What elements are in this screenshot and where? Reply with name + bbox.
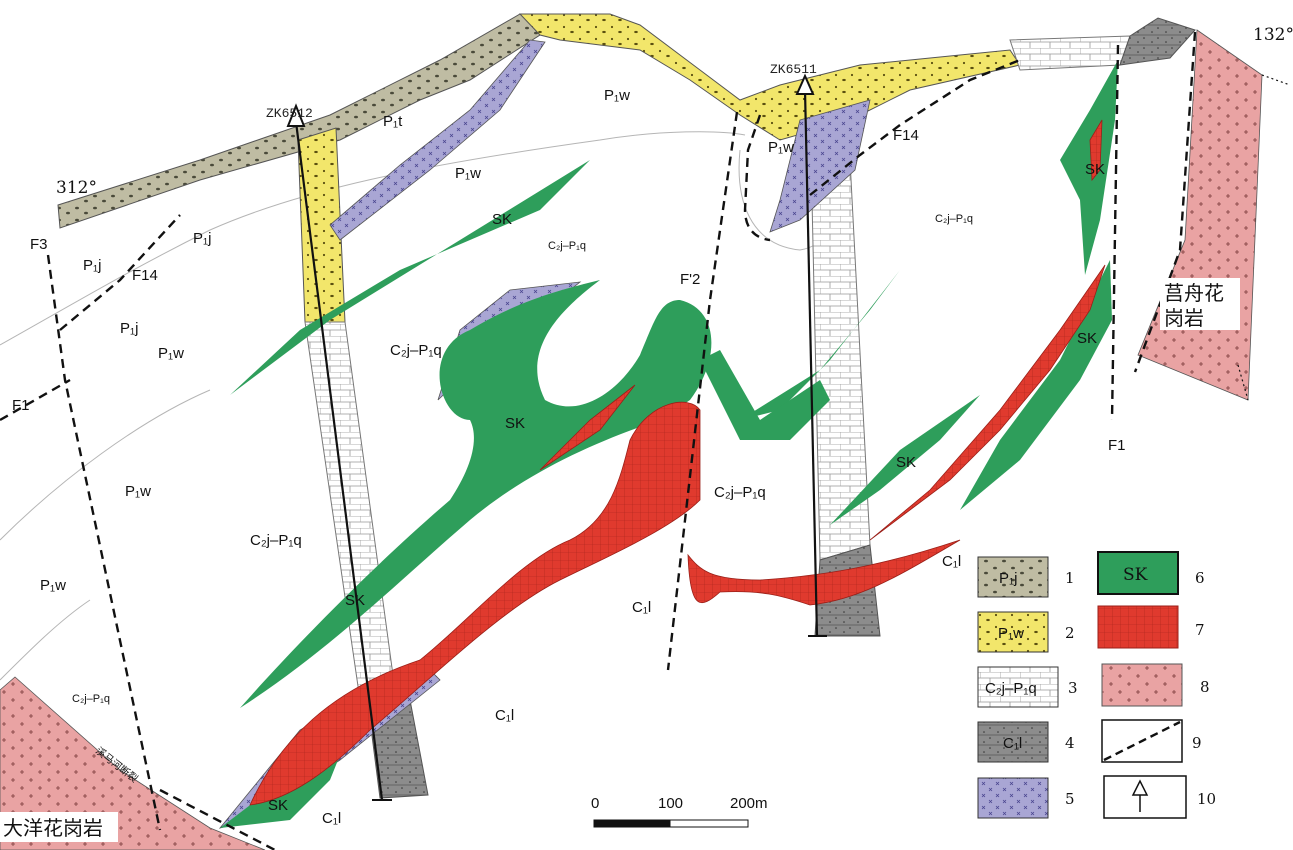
label-sk-right-mid: SK [1077, 330, 1097, 347]
legend-num-10: 10 [1197, 790, 1216, 808]
granite-left-label: 大洋花岗岩 [3, 816, 103, 840]
borehole-label-zk6511: ZK6511 [770, 62, 817, 77]
granite-right [1137, 29, 1263, 401]
legend-item-7: 7 [1097, 605, 1205, 649]
label-c2j-mid: C₂j–P₁q [390, 342, 442, 359]
borehole-label-zk6512: ZK6512 [266, 106, 313, 121]
label-p1w-upper: P₁w [455, 165, 481, 182]
legend-item-2: P₁w 2 [977, 611, 1075, 653]
legend-num-4: 4 [1065, 734, 1075, 752]
label-sk-upper: SK [492, 211, 512, 228]
scale-tick-100: 100 [658, 795, 683, 812]
fault-lines [0, 31, 1197, 850]
borehole-zk6512: ZK6512 [266, 103, 392, 801]
label-c2j-small-b: C₂j–P₁q [935, 213, 973, 225]
orebody-f2-base [687, 539, 961, 606]
porphyry-body-f14 [769, 99, 871, 233]
legend-item-9: 9 [1101, 719, 1202, 763]
label-sk-right-top: SK [1085, 161, 1105, 178]
label-p1t: P₁t [383, 113, 403, 130]
porphyry-dyke-upper [329, 39, 546, 241]
label-p1w-left-a: P₁w [158, 345, 184, 362]
unit-labels: P₁t P₁w P₁w P₁w P₁j P₁j P₁j P₁w P₁w P₁w … [40, 87, 1105, 827]
legend-label-1: P₁j [999, 570, 1017, 587]
label-p1j-a: P₁j [193, 230, 211, 247]
label-sk-right-low: SK [896, 454, 916, 471]
label-p1w-f14: P₁w [768, 139, 794, 156]
granite-right-label-box: 莒舟花 岗岩 [1160, 278, 1240, 330]
legend-label-6: SK [1123, 565, 1148, 585]
unit-p1w-band [518, 13, 1021, 141]
skarn-body-right-long [960, 260, 1112, 510]
skarn-body-upper [230, 160, 590, 395]
label-c2j-small-a: C₂j–P₁q [548, 240, 586, 252]
fault-dotted-extension [1237, 74, 1291, 401]
label-p1w-left-b: P₁w [125, 483, 151, 500]
label-c1l-bottom: C₁l [322, 810, 341, 827]
azimuth-right: 132° [1253, 25, 1293, 45]
label-c1l-low: C₁l [495, 707, 514, 724]
orebody-main [249, 401, 701, 806]
orebody-thin-right [869, 264, 1106, 541]
label-p1w-left-c: P₁w [40, 577, 66, 594]
label-c1l-right: C₁l [942, 553, 961, 570]
scale-tick-0: 0 [591, 795, 599, 812]
granite-left-label-box: 大洋花岗岩 [0, 812, 118, 842]
skarn-trough-f2 [700, 350, 830, 440]
scale-tick-200: 200m [730, 795, 768, 812]
label-sk-bottom: SK [268, 797, 288, 814]
label-p1w-top: P₁w [604, 87, 630, 104]
borehole-zk6511: ZK6511 [770, 62, 827, 637]
legend-item-8: 8 [1101, 663, 1210, 707]
azimuth-left: 312° [56, 178, 97, 198]
legend-item-10: 10 [1103, 775, 1216, 819]
skarn-body-right-dyke [1060, 60, 1118, 275]
label-sk-left: SK [345, 592, 365, 609]
scale-bar: 0 100 200m [591, 795, 768, 828]
label-c1l-mid: C₁l [632, 599, 651, 616]
legend-num-5: 5 [1065, 790, 1075, 808]
fault-label-f3: F3 [30, 236, 48, 253]
legend-num-1: 1 [1065, 569, 1075, 587]
unit-c1l-top-right [1119, 17, 1196, 66]
granite-left [0, 676, 266, 850]
orebody-right-dyke [1089, 119, 1103, 182]
legend-num-6: 6 [1195, 569, 1205, 587]
legend-num-3: 3 [1068, 679, 1078, 697]
label-c2j-f2: C₂j–P₁q [714, 484, 766, 501]
legend-num-7: 7 [1195, 621, 1205, 639]
fault-label-f14-left: F14 [132, 267, 158, 284]
legend-label-3: C₂j–P₁q [985, 680, 1037, 697]
legend-num-8: 8 [1200, 678, 1210, 696]
legend: P₁j 1 P₁w 2 C₂j–P₁q 3 C₁l 4 5 SK 6 [977, 551, 1216, 819]
legend-label-4: C₁l [1003, 735, 1022, 752]
label-p1j-b: P₁j [83, 257, 101, 274]
legend-label-2: P₁w [998, 625, 1024, 642]
orebody-small-dyke [539, 384, 636, 471]
fault-label-f2: F'2 [680, 271, 700, 288]
fault-label-f1-right: F1 [1108, 437, 1126, 454]
skarn-body-right-lower [830, 395, 980, 525]
fault-label-f1-left: F1 [12, 397, 30, 414]
legend-num-2: 2 [1065, 624, 1075, 642]
unit-c2j-top-right [1009, 35, 1131, 71]
legend-num-9: 9 [1192, 734, 1202, 752]
legend-item-6: SK 6 [1097, 551, 1205, 595]
bedding-lines [0, 131, 851, 681]
legend-item-5: 5 [977, 777, 1075, 819]
label-sk-main: SK [505, 415, 525, 432]
granite-right-label-line2: 岗岩 [1164, 306, 1204, 330]
label-c2j-small-c: C₂j–P₁q [72, 693, 110, 705]
legend-item-3: C₂j–P₁q 3 [977, 666, 1078, 708]
label-c2j-left: C₂j–P₁q [250, 532, 302, 549]
granite-right-label-line1: 莒舟花 [1164, 281, 1224, 305]
fault-label-f14-right: F14 [893, 127, 919, 144]
legend-item-1: P₁j 1 [977, 556, 1075, 598]
legend-item-4: C₁l 4 [977, 721, 1075, 763]
label-p1j-c: P₁j [120, 320, 138, 337]
